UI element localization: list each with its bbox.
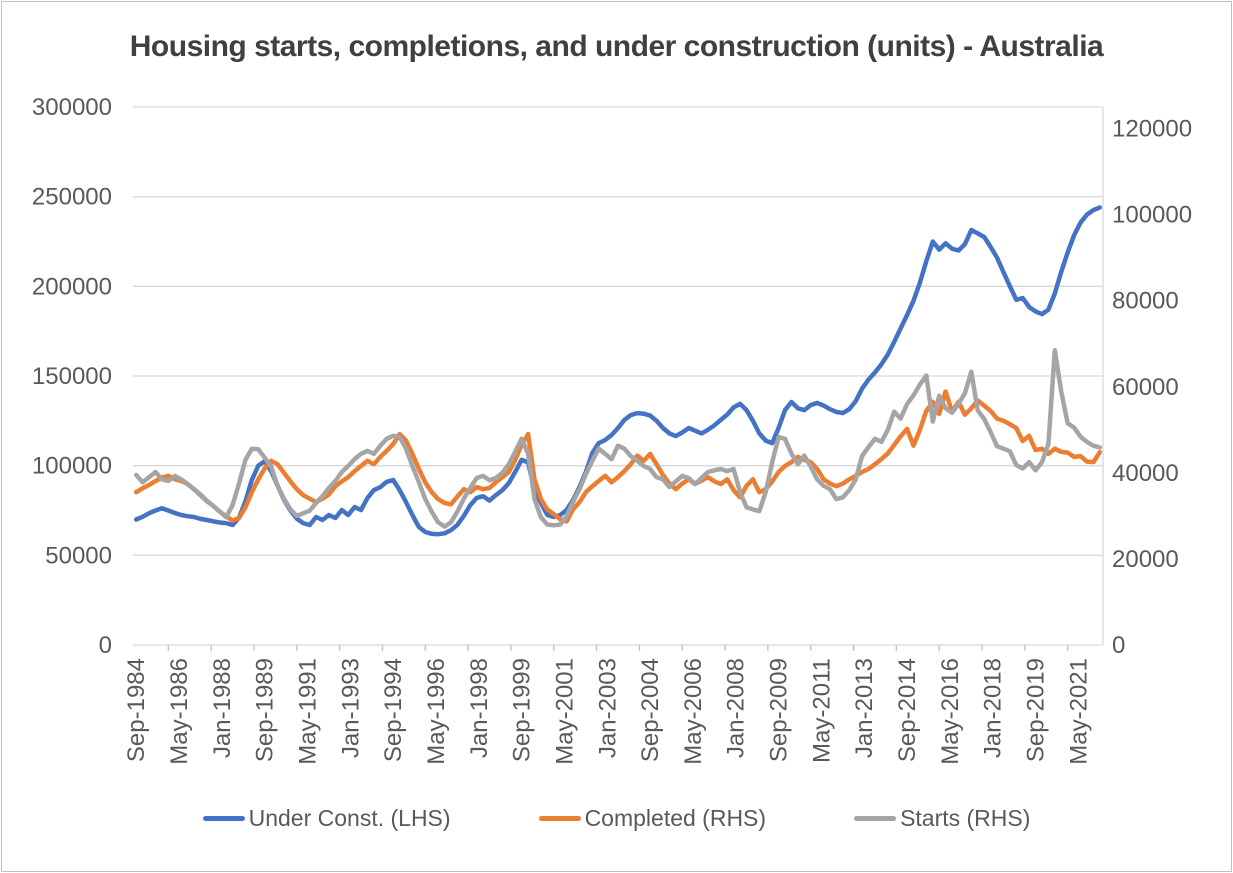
- legend-item-under-const: Under Const. (LHS): [202, 805, 451, 832]
- legend-item-starts: Starts (RHS): [854, 805, 1030, 832]
- legend: Under Const. (LHS) Completed (RHS) Start…: [0, 805, 1233, 832]
- x-axis-tick-label: Sep-2019: [1023, 658, 1050, 762]
- legend-swatch-starts-icon: [854, 816, 897, 821]
- left-axis-tick-label: 50000: [45, 542, 112, 569]
- x-axis-tick-label: Jan-1993: [337, 658, 364, 758]
- x-axis-tick-label: Sep-1989: [252, 658, 279, 762]
- legend-swatch-completed-icon: [538, 816, 581, 821]
- right-axis-tick-label: 20000: [1112, 546, 1179, 573]
- chart-title: Housing starts, completions, and under c…: [129, 30, 1104, 63]
- x-axis-tick-label: May-1991: [295, 658, 322, 765]
- legend-label-starts: Starts (RHS): [900, 805, 1031, 831]
- right-axis-tick-label: 120000: [1112, 116, 1192, 143]
- series-line-1: [133, 389, 1103, 524]
- x-axis-tick-label: Jan-2013: [851, 658, 878, 758]
- right-axis-tick-label: 60000: [1112, 374, 1179, 401]
- left-axis-tick-label: 250000: [32, 184, 112, 211]
- x-axis-tick-label: Jan-1998: [466, 658, 493, 758]
- legend-label-under-const: Under Const. (LHS): [248, 805, 451, 831]
- x-axis-tick-label: Sep-1984: [123, 658, 150, 762]
- x-axis-tick-label: May-2006: [680, 658, 707, 765]
- legend-item-completed: Completed (RHS): [538, 805, 767, 832]
- series-line-2: [133, 347, 1103, 529]
- x-axis-tick-label: Sep-2014: [894, 658, 921, 762]
- x-axis-tick-label: May-1986: [166, 658, 193, 765]
- left-axis-tick-label: 150000: [32, 363, 112, 390]
- x-axis-tick-label: May-2021: [1065, 658, 1092, 765]
- x-axis-tick-label: Jan-1988: [209, 658, 236, 758]
- x-axis-tick-label: May-1996: [423, 658, 450, 765]
- left-axis-tick-label: 0: [99, 632, 112, 659]
- series-line-0: [133, 205, 1103, 537]
- x-axis-tick-label: Sep-1994: [380, 658, 407, 762]
- x-axis-tick-label: May-2011: [808, 658, 835, 763]
- left-axis-tick-label: 300000: [32, 94, 112, 121]
- x-axis-tick-label: Jan-2018: [980, 658, 1007, 758]
- x-axis-tick-label: Jan-2008: [723, 658, 750, 758]
- right-axis-tick-label: 80000: [1112, 288, 1179, 315]
- legend-swatch-under-const-icon: [202, 816, 245, 821]
- right-axis-tick-label: 40000: [1112, 460, 1179, 487]
- left-axis-tick-label: 200000: [32, 273, 112, 300]
- x-axis-tick-label: Sep-2009: [766, 658, 793, 762]
- x-axis-tick-label: May-2016: [937, 658, 964, 765]
- right-axis-tick-label: 100000: [1112, 202, 1192, 229]
- right-axis-tick-label: 0: [1112, 632, 1125, 659]
- legend-label-completed: Completed (RHS): [584, 805, 767, 831]
- x-axis-tick-label: Jan-2003: [594, 658, 621, 758]
- x-axis-tick-label: May-2001: [551, 658, 578, 765]
- left-axis-tick-label: 100000: [32, 453, 112, 480]
- x-axis-tick-label: Sep-2004: [637, 658, 664, 762]
- x-axis-tick-label: Sep-1999: [509, 658, 536, 762]
